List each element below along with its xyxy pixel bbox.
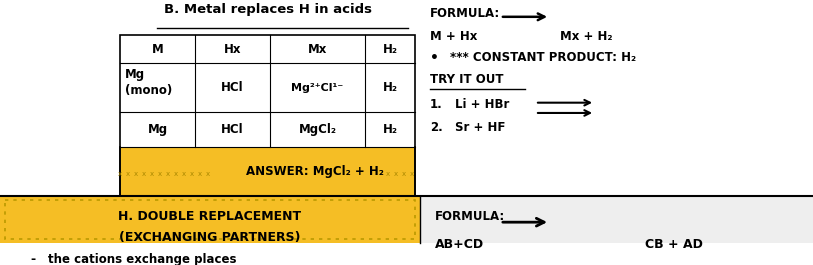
Text: x: x [190,171,194,177]
Text: x: x [410,171,414,177]
Text: (mono): (mono) [125,84,172,97]
Text: H. DOUBLE REPLACEMENT: H. DOUBLE REPLACEMENT [119,210,302,223]
Text: Mx + H₂: Mx + H₂ [560,30,612,43]
Text: •: • [430,51,439,65]
Text: x: x [126,171,130,177]
Text: HCl: HCl [221,123,244,136]
Text: M: M [152,43,163,56]
Text: x: x [142,171,146,177]
Text: TRY IT OUT: TRY IT OUT [430,73,503,86]
Text: ANSWER: MgCl₂ + H₂: ANSWER: MgCl₂ + H₂ [246,165,384,178]
Bar [420,196,813,243]
Text: HCl: HCl [221,81,244,94]
Text: AB+CD: AB+CD [435,238,484,251]
Text: H₂: H₂ [382,43,398,56]
Text: the cations exchange places: the cations exchange places [48,253,237,265]
Text: x: x [402,171,406,177]
Text: x: x [394,171,398,177]
Text: Mx: Mx [308,43,327,56]
Text: (EXCHANGING PARTNERS): (EXCHANGING PARTNERS) [120,231,301,244]
Text: x: x [182,171,186,177]
Text: H₂: H₂ [382,81,398,94]
Text: CB + AD: CB + AD [645,238,703,251]
Bar [120,148,415,196]
Text: FORMULA:: FORMULA: [435,210,505,223]
Bar [120,36,415,196]
Text: 2.: 2. [430,121,443,134]
Text: B. Metal replaces H in acids: B. Metal replaces H in acids [163,3,372,16]
Text: *** CONSTANT PRODUCT: H₂: *** CONSTANT PRODUCT: H₂ [450,51,636,64]
Text: MgCl₂: MgCl₂ [298,123,337,136]
Text: Mg: Mg [147,123,167,136]
Text: 1.: 1. [430,98,443,111]
Bar [5,200,415,239]
Text: Mg²⁺Cl¹⁻: Mg²⁺Cl¹⁻ [291,83,344,93]
Text: Li + HBr: Li + HBr [455,98,510,111]
Text: x: x [174,171,178,177]
Text: x: x [198,171,202,177]
Text: Mg: Mg [125,68,146,81]
Bar [0,196,420,243]
Text: M + Hx: M + Hx [430,30,477,43]
Text: x: x [118,171,122,177]
Text: Hx: Hx [224,43,241,56]
Text: x: x [150,171,154,177]
Text: x: x [166,171,170,177]
Text: H₂: H₂ [382,123,398,136]
Text: x: x [386,171,390,177]
Text: x: x [134,171,138,177]
Text: -: - [30,253,35,265]
Text: Sr + HF: Sr + HF [455,121,506,134]
Text: x: x [158,171,162,177]
Text: x: x [206,171,210,177]
Text: FORMULA:: FORMULA: [430,7,500,20]
